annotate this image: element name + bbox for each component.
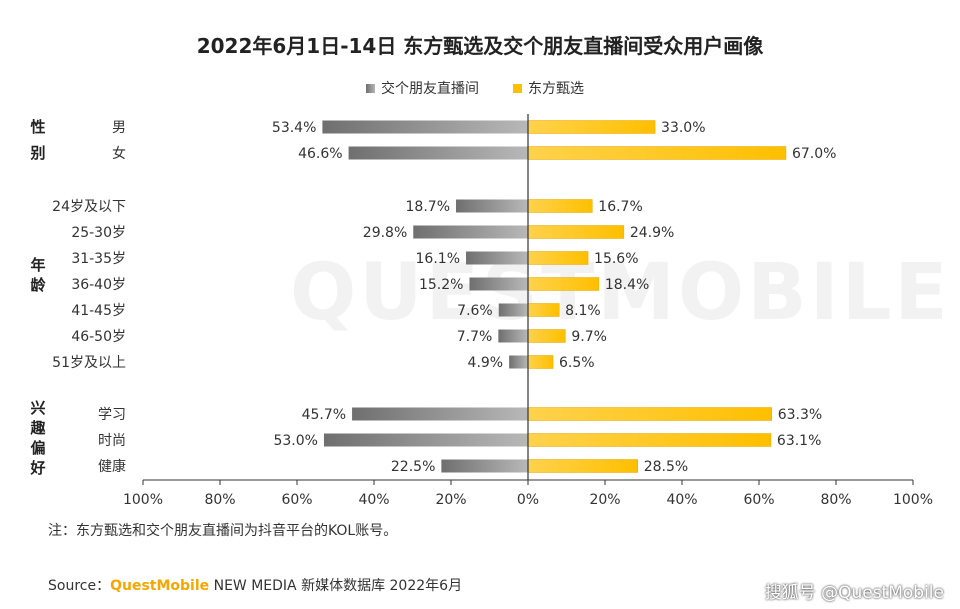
source-rest: NEW MEDIA 新媒体数据库 2022年6月	[209, 578, 463, 594]
data-label-right: 63.1%	[777, 433, 821, 449]
legend-label-left: 交个朋友直播间	[381, 81, 479, 97]
source-line: Source：QuestMobile NEW MEDIA 新媒体数据库 2022…	[48, 575, 462, 595]
bar-right-1	[527, 146, 787, 160]
bar-left-3	[413, 225, 528, 239]
data-label-left: 7.6%	[457, 303, 493, 319]
bar-right-11	[527, 459, 638, 473]
bar-left-9	[352, 407, 528, 421]
category-label: 学习	[98, 407, 126, 423]
data-label-right: 63.3%	[778, 407, 822, 423]
category-label: 时尚	[98, 433, 126, 449]
bar-left-2	[456, 199, 528, 213]
footnote: 注：东方甄选和交个朋友直播间为抖音平台的KOL账号。	[48, 523, 398, 539]
x-tick-label: 100%	[893, 492, 933, 508]
x-tick-label: 40%	[666, 492, 697, 508]
bar-right-7	[527, 329, 566, 343]
data-label-right: 9.7%	[571, 329, 607, 345]
legend-item-right: 东方甄选	[513, 78, 584, 98]
bar-right-3	[527, 225, 625, 239]
group-label-char: 年	[30, 256, 45, 274]
data-label-left: 22.5%	[391, 459, 435, 475]
bar-left-7	[498, 329, 528, 343]
legend: 交个朋友直播间 东方甄选	[366, 78, 584, 98]
category-label: 51岁及以上	[52, 355, 126, 371]
x-tick-label: 80%	[820, 492, 851, 508]
data-label-left: 53.4%	[272, 120, 316, 136]
data-label-left: 4.9%	[468, 355, 504, 371]
data-label-right: 24.9%	[630, 225, 674, 241]
watermark: QUESTMOBILE	[290, 248, 951, 338]
bar-left-6	[498, 303, 528, 317]
data-label-right: 33.0%	[661, 120, 705, 136]
bar-right-8	[527, 355, 554, 369]
source-brand: QuestMobile	[110, 578, 210, 594]
category-label: 24岁及以下	[52, 199, 126, 215]
x-tick-label: 20%	[589, 492, 620, 508]
bar-left-0	[322, 120, 528, 134]
category-label: 36-40岁	[71, 277, 126, 293]
bar-right-9	[527, 407, 772, 421]
bar-right-10	[527, 433, 772, 447]
data-label-left: 18.7%	[406, 199, 450, 215]
x-tick-label: 0%	[517, 492, 539, 508]
data-label-right: 15.6%	[594, 251, 638, 267]
group-label-char: 别	[29, 144, 45, 162]
category-label: 41-45岁	[71, 303, 126, 319]
bar-right-4	[527, 251, 589, 265]
bar-left-4	[466, 251, 528, 265]
category-label: 46-50岁	[71, 329, 126, 345]
bar-left-1	[348, 146, 528, 160]
data-label-left: 45.7%	[302, 407, 346, 423]
data-label-left: 16.1%	[416, 251, 460, 267]
category-label: 31-35岁	[71, 251, 126, 267]
data-label-left: 7.7%	[457, 329, 493, 345]
legend-swatch-right	[513, 83, 522, 93]
category-label: 健康	[98, 458, 126, 475]
category-label: 女	[112, 145, 126, 162]
data-label-left: 15.2%	[419, 277, 463, 293]
bar-left-11	[441, 459, 528, 473]
chart-title: 2022年6月1日-14日 东方甄选及交个朋友直播间受众用户画像	[196, 34, 764, 58]
bar-right-5	[527, 277, 600, 291]
group-label-char: 趣	[29, 419, 46, 437]
legend-label-right: 东方甄选	[528, 81, 584, 97]
data-label-right: 18.4%	[605, 277, 649, 293]
data-label-left: 53.0%	[273, 433, 317, 449]
x-tick-label: 60%	[281, 492, 312, 508]
data-label-left: 29.8%	[363, 225, 407, 241]
x-tick-label: 60%	[743, 492, 774, 508]
group-label-char: 兴	[30, 399, 45, 417]
data-label-right: 8.1%	[565, 303, 601, 319]
corner-watermark: 搜狐号 @QuestMobile	[764, 583, 944, 603]
x-tick-label: 20%	[435, 492, 466, 508]
bar-left-8	[509, 355, 528, 369]
bar-right-6	[527, 303, 560, 317]
category-label: 25-30岁	[71, 225, 126, 241]
bar-left-5	[469, 277, 528, 291]
bar-right-0	[527, 120, 656, 134]
data-label-right: 28.5%	[644, 459, 688, 475]
x-tick-label: 40%	[358, 492, 389, 508]
group-label-char: 龄	[30, 276, 46, 294]
group-label-char: 性	[30, 118, 45, 136]
source-prefix: Source：	[48, 578, 111, 594]
x-tick-label: 100%	[123, 492, 163, 508]
category-label: 男	[112, 120, 126, 136]
data-label-right: 16.7%	[598, 199, 642, 215]
legend-item-left: 交个朋友直播间	[366, 78, 479, 98]
data-label-right: 67.0%	[792, 146, 836, 162]
data-label-left: 46.6%	[298, 146, 342, 162]
group-label-char: 好	[29, 459, 45, 477]
bar-right-2	[527, 199, 593, 213]
bar-left-10	[323, 433, 528, 447]
x-tick-label: 80%	[204, 492, 235, 508]
legend-swatch-left	[366, 83, 375, 93]
data-label-right: 6.5%	[559, 355, 595, 371]
group-label-char: 偏	[30, 439, 45, 457]
